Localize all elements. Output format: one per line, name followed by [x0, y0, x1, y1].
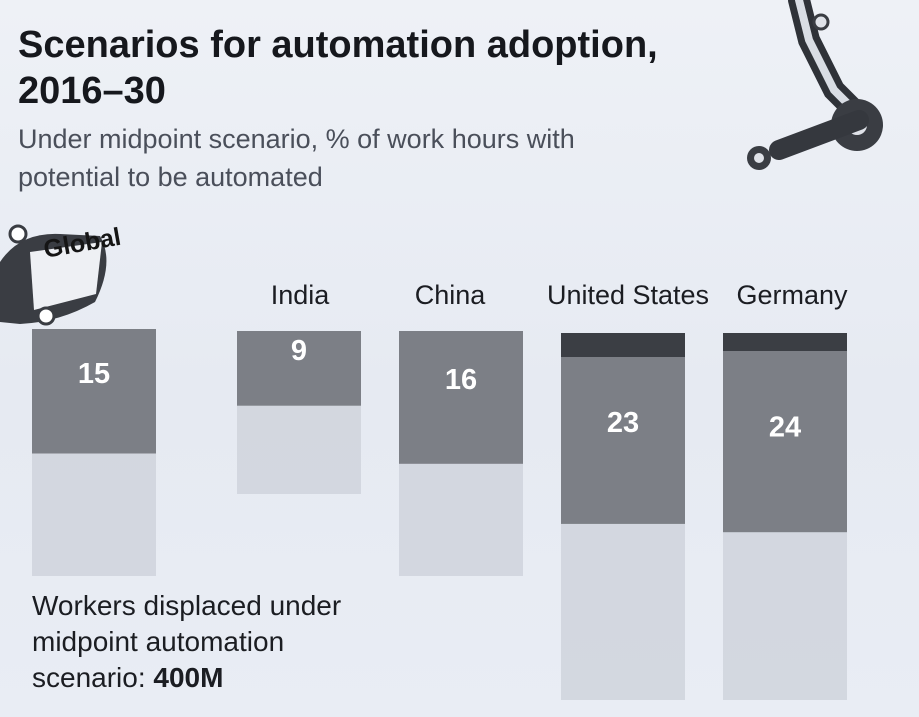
- category-label-united-states: United States: [546, 280, 710, 310]
- robot-arm-icon: [747, 0, 883, 170]
- category-label-germany: Germany: [736, 280, 848, 310]
- category-label-china: China: [414, 280, 486, 310]
- bar-global: [32, 329, 156, 454]
- bar-germany: [723, 333, 847, 533]
- data-label-united-states: 23: [607, 407, 639, 439]
- bar-china: [399, 331, 523, 464]
- footnote-value: 400M: [153, 662, 224, 693]
- global-tag-shape: [0, 224, 107, 326]
- category-label-india: India: [270, 280, 330, 310]
- chart-title: Scenarios for automation adoption, 2016–…: [18, 24, 658, 112]
- data-label-china: 16: [445, 364, 477, 396]
- footnote: Workers displaced under midpoint automat…: [32, 588, 392, 696]
- bar-cap-united-states: [561, 333, 685, 357]
- data-label-global: 15: [78, 358, 110, 390]
- bar-united-states: [561, 333, 685, 524]
- footnote-text: Workers displaced under midpoint automat…: [32, 590, 342, 693]
- chart-subtitle: Under midpoint scenario, % of work hours…: [18, 124, 575, 192]
- bar-cap-germany: [723, 333, 847, 351]
- data-label-india: 9: [291, 335, 307, 367]
- bar-india: [237, 331, 361, 406]
- data-label-germany: 24: [769, 411, 801, 443]
